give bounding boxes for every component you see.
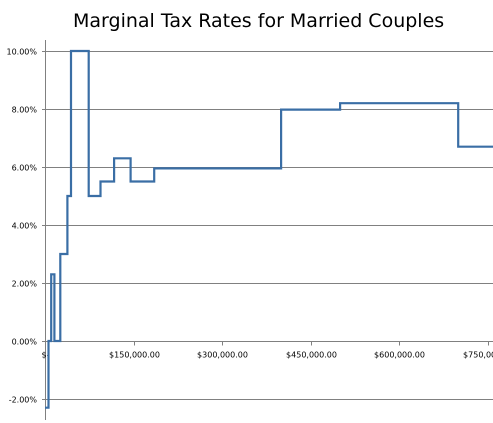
y-tick-labels: -2.00% 0.00% 2.00% 4.00% 6.00% 8.00% 10.00% [6,48,37,405]
y-tick-label: 0.00% [12,338,38,347]
y-tick-label: -2.00% [9,396,38,405]
x-tick-label: $150,000.00 [109,351,160,360]
y-tick-label: 4.00% [12,222,38,231]
x-tick-label: $450,000.00 [286,351,337,360]
y-tick-label: 8.00% [12,106,38,115]
series-layer [45,49,493,409]
x-tick-label: $- [42,351,50,360]
x-tick-labels: $- $150,000.00 $300,000.00 $450,000.00 $600,… [42,351,493,360]
y-tick-label: 10.00% [6,48,37,57]
x-tick-label: $750,000.00 [463,351,493,360]
series-line [45,49,493,409]
y-tick-label: 6.00% [12,164,38,173]
x-tick-label: $600,000.00 [374,351,425,360]
axes [45,40,489,420]
y-tick-label: 2.00% [12,280,38,289]
x-tick-label: $300,000.00 [197,351,248,360]
chart-title: Marginal Tax Rates for Married Couples [73,10,444,32]
